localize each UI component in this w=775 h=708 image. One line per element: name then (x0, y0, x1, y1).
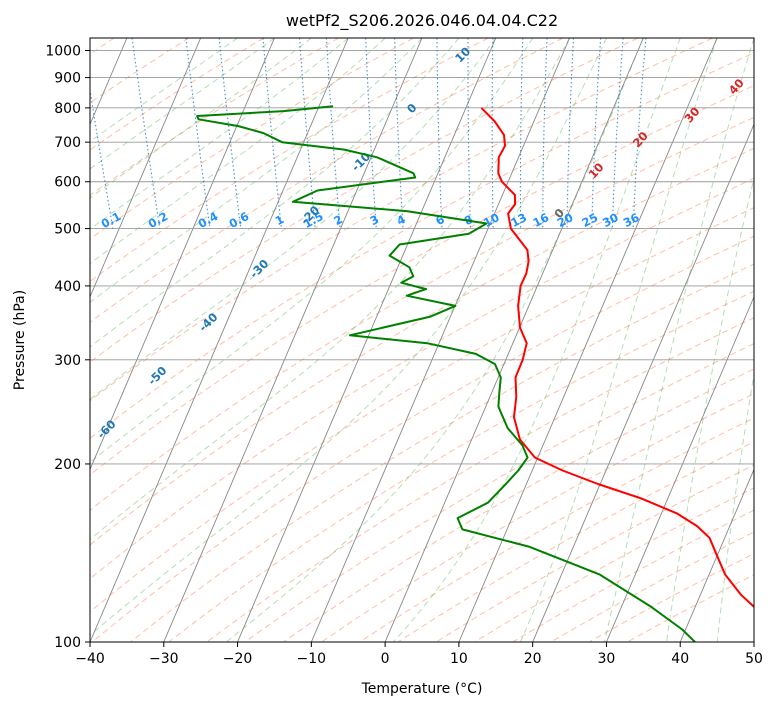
mixing-ratio-label: 30 (600, 210, 621, 230)
x-tick-label: 40 (671, 651, 689, 667)
x-tick-label: −20 (223, 651, 253, 667)
dry-adiabat-line (90, 38, 339, 196)
moist-adiabat-line (226, 38, 644, 642)
grid-layer (90, 38, 754, 642)
isotherm-line (458, 38, 718, 642)
isotherm-line (384, 38, 644, 642)
x-tick-label: 0 (381, 651, 390, 667)
mixing-ratio-label: 25 (580, 210, 601, 230)
y-tick-label: 300 (54, 353, 81, 369)
isotherm-line (310, 38, 570, 642)
mixing-ratio-line (90, 86, 114, 229)
dry-adiabat-line (90, 116, 754, 511)
y-tick-label: 600 (54, 175, 81, 191)
y-tick-label: 500 (54, 222, 81, 238)
dry-adiabat-line (283, 368, 754, 642)
dry-adiabat-line (90, 38, 489, 282)
x-tick-label: −40 (75, 651, 105, 667)
isotherm-line (237, 38, 497, 642)
mixing-ratio-line (185, 38, 211, 229)
x-tick-label: 10 (450, 651, 468, 667)
y-tick-label: 800 (54, 101, 81, 117)
isotherm-line (606, 295, 754, 642)
moist-adiabat-line (90, 38, 386, 265)
series-layer (196, 105, 754, 642)
series-line-temperature (480, 107, 754, 609)
moist-adiabat-line (90, 38, 607, 636)
y-tick-label: 200 (54, 457, 81, 473)
dry-adiabat-line (91, 235, 754, 642)
dry-adiabat-line (90, 52, 754, 439)
isotherm-line (679, 468, 754, 642)
mixing-ratio-label: 16 (531, 210, 552, 230)
mixing-ratio-label: 13 (508, 210, 529, 230)
dry-adiabat-line (90, 85, 754, 476)
x-tick-label: 50 (745, 651, 763, 667)
y-tick-label: 700 (54, 135, 81, 151)
moist-adiabat-line (603, 38, 754, 642)
dry-adiabat-line (90, 38, 414, 240)
moist-adiabat-line (90, 38, 534, 464)
isotherm-line (90, 38, 275, 471)
moist-adiabat-line (392, 38, 681, 642)
dry-adiabat-line (90, 177, 754, 580)
mixing-ratio-line (262, 38, 283, 229)
y-tick-label: 1000 (45, 44, 81, 60)
isotherm-line (532, 123, 754, 642)
dry-adiabat-line (90, 38, 713, 402)
dry-adiabat-line (90, 38, 265, 151)
mixing-ratio-label: 36 (621, 210, 642, 230)
dry-adiabat-line (244, 343, 754, 642)
chart-title: wetPf2_S206.2026.046.04.04.C22 (286, 11, 558, 31)
mixing-ratio-label: 10 (481, 210, 502, 230)
x-tick-label: 30 (598, 651, 616, 667)
x-tick-label: −30 (149, 651, 179, 667)
y-axis-label: Pressure (hPa) (12, 290, 28, 390)
plot-frame (89, 37, 755, 643)
isotherm-line (90, 38, 349, 642)
isotherm-line (163, 38, 423, 642)
x-tick-label: 20 (524, 651, 542, 667)
mixing-ratio-label: 20 (555, 210, 576, 230)
moist-adiabat-line (90, 38, 571, 540)
mixing-ratio-line (131, 38, 161, 229)
mixing-ratio-line (218, 38, 242, 229)
axes-layer: −40 −30 −20 −10 0 10 20 30 40 50 100 200 300 400 500 60… (45, 44, 763, 667)
isotherm-line (90, 38, 202, 299)
y-tick-label: 100 (54, 635, 81, 651)
moist-adiabat-line (519, 38, 718, 642)
moist-adiabat-line (90, 38, 460, 348)
dry-adiabat-line (90, 38, 639, 363)
moist-adiabat-line (666, 176, 754, 642)
x-axis-label: Temperature (°C) (361, 681, 483, 697)
dry-adiabat-line (90, 147, 754, 546)
moist-adiabat-line (90, 38, 423, 303)
y-tick-label: 400 (54, 279, 81, 295)
y-tick-label: 900 (54, 71, 81, 87)
series-line-dewpoint (196, 105, 696, 642)
moist-adiabat-line (90, 38, 349, 230)
x-tick-label: −10 (297, 651, 327, 667)
dry-adiabat-line (130, 263, 754, 642)
moist-adiabat-line (90, 38, 497, 401)
